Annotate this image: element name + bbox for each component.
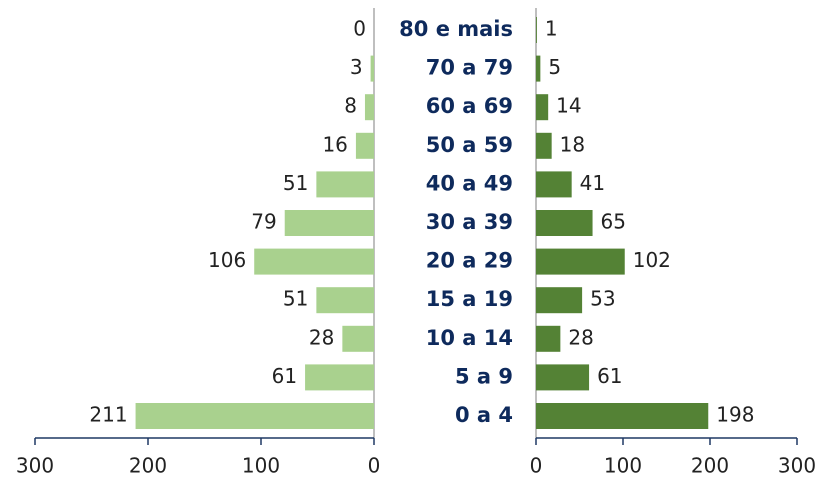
x-tick-label: 100 <box>242 454 280 478</box>
bar <box>316 171 374 198</box>
value-label: 28 <box>309 325 334 349</box>
x-tick-label: 300 <box>778 454 816 478</box>
x-tick-label: 300 <box>16 454 54 478</box>
bar <box>536 248 625 275</box>
bar <box>364 94 374 121</box>
value-label: 8 <box>344 94 357 118</box>
category-label: 20 a 29 <box>426 249 513 273</box>
category-label: 5 a 9 <box>455 364 513 388</box>
bar <box>536 132 552 159</box>
value-label: 0 <box>353 17 366 41</box>
bar <box>342 325 374 352</box>
category-label: 30 a 39 <box>426 210 513 234</box>
bar <box>284 210 374 236</box>
value-label: 41 <box>580 171 605 195</box>
bar <box>316 287 374 314</box>
value-label: 18 <box>560 132 585 156</box>
x-tick-label: 200 <box>691 454 729 478</box>
category-label: 40 a 49 <box>426 171 513 195</box>
value-label: 28 <box>568 325 593 349</box>
category-label: 15 a 19 <box>426 287 513 311</box>
value-label: 14 <box>556 94 581 118</box>
category-label: 80 e mais <box>399 17 513 41</box>
bar <box>305 364 374 391</box>
value-label: 211 <box>89 403 127 427</box>
bar <box>536 94 549 121</box>
category-label: 50 a 59 <box>426 133 513 157</box>
x-tick-label: 0 <box>368 454 381 478</box>
bar <box>370 55 374 82</box>
bar <box>536 210 593 236</box>
bar <box>536 287 583 314</box>
bar <box>135 403 374 429</box>
bar <box>355 132 374 159</box>
category-label: 10 a 14 <box>426 326 513 350</box>
value-label: 102 <box>633 248 671 272</box>
value-label: 3 <box>350 55 363 79</box>
value-label: 51 <box>283 287 308 311</box>
category-label: 70 a 79 <box>426 56 513 80</box>
bar <box>536 171 572 198</box>
x-tick-label: 200 <box>129 454 167 478</box>
value-label: 1 <box>545 17 558 41</box>
value-label: 61 <box>597 364 622 388</box>
value-label: 51 <box>283 171 308 195</box>
value-label: 53 <box>590 287 615 311</box>
value-label: 79 <box>251 210 276 234</box>
bar <box>536 403 709 429</box>
x-tick-label: 100 <box>604 454 642 478</box>
value-label: 5 <box>548 55 561 79</box>
category-label: 0 a 4 <box>455 403 513 427</box>
bar <box>536 17 537 43</box>
value-label: 65 <box>601 210 626 234</box>
value-label: 198 <box>716 403 754 427</box>
x-tick-label: 0 <box>530 454 543 478</box>
bar <box>536 364 590 391</box>
value-label: 106 <box>208 248 246 272</box>
value-label: 16 <box>322 132 347 156</box>
bar <box>536 325 561 352</box>
category-label: 60 a 69 <box>426 94 513 118</box>
value-label: 61 <box>272 364 297 388</box>
bar <box>536 55 541 82</box>
bar <box>254 248 374 275</box>
